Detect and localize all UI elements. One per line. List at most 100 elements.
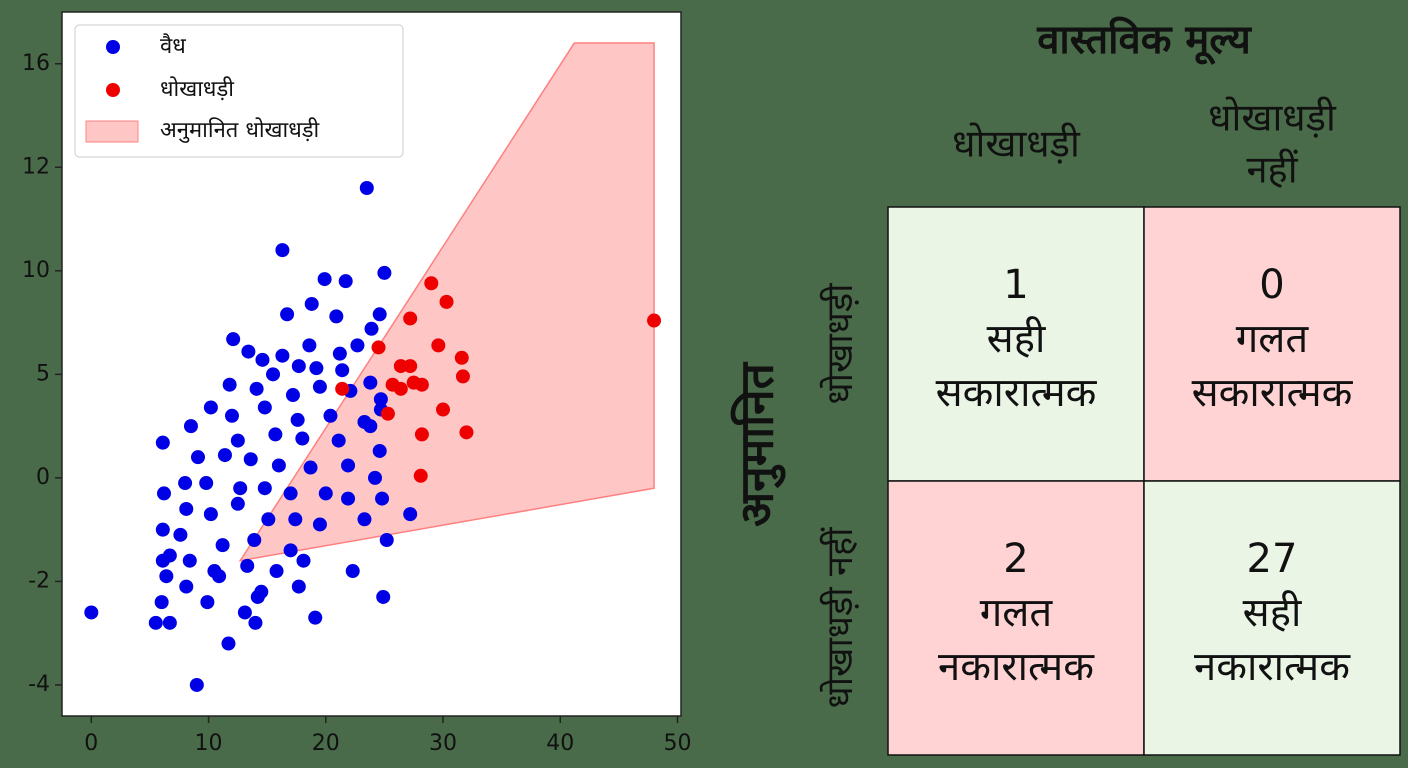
point: [335, 363, 350, 378]
legend-label: वैध: [160, 33, 186, 59]
point: [350, 338, 365, 353]
point: [156, 486, 171, 501]
point: [224, 408, 239, 423]
point: [230, 496, 245, 511]
column-header: नहीं: [1246, 148, 1298, 192]
point: [190, 450, 205, 465]
cell-label: सकारात्मक: [1192, 370, 1354, 416]
point: [189, 677, 204, 692]
point: [250, 589, 265, 604]
point: [230, 433, 245, 448]
point: [247, 533, 262, 547]
cell-count: 27: [1247, 536, 1298, 582]
point: [312, 379, 327, 394]
legend: वैध धोखाधड़ी अनुमानित धोखाधड़ी: [74, 24, 404, 158]
point: [266, 367, 281, 382]
point: [226, 332, 241, 347]
point: [241, 344, 256, 359]
point: [179, 579, 194, 594]
point: [309, 361, 324, 376]
point: [283, 543, 298, 558]
confusion-matrix: वास्तविक मूल्य धोखाधड़ी धोखाधड़ी नहीं अनुमान…: [730, 16, 1401, 756]
point: [215, 538, 230, 553]
point: [291, 579, 306, 594]
cell-label: सही: [1243, 590, 1302, 636]
point: [84, 605, 99, 620]
point: [414, 427, 429, 442]
point: [373, 392, 388, 407]
cell-count: 2: [1003, 536, 1028, 582]
point: [364, 321, 379, 336]
point: [155, 522, 170, 537]
point: [335, 381, 350, 396]
x-tick-label: 30: [429, 731, 457, 756]
point: [162, 548, 177, 563]
point: [357, 512, 372, 527]
y-tick-label: 0: [36, 465, 50, 490]
matrix-title: वास्तविक मूल्य: [1036, 16, 1252, 65]
point: [159, 569, 174, 584]
point: [178, 476, 193, 491]
point: [377, 265, 392, 280]
point: [312, 517, 327, 532]
point: [459, 425, 474, 440]
point: [403, 359, 418, 374]
point: [414, 377, 429, 392]
point: [296, 553, 311, 568]
point: [261, 512, 276, 527]
y-tick-label: -2: [28, 568, 50, 593]
point: [380, 406, 395, 421]
plot-marks: [84, 42, 662, 692]
point: [275, 243, 290, 258]
point: [268, 427, 283, 442]
point: [345, 564, 360, 579]
y-tick-label: 12: [22, 154, 50, 179]
point: [240, 558, 255, 573]
x-tick-label: 20: [312, 731, 340, 756]
point: [222, 377, 237, 392]
point: [359, 181, 374, 195]
point: [363, 375, 378, 390]
point: [237, 605, 252, 620]
point: [303, 460, 318, 475]
point: [331, 433, 346, 448]
x-tick-label: 40: [546, 731, 574, 756]
cell-label: गलत: [1236, 316, 1310, 362]
y-tick-label: 10: [22, 258, 50, 283]
point: [212, 569, 227, 584]
legend-box: [74, 24, 404, 158]
point: [271, 458, 286, 473]
point: [424, 276, 439, 291]
point: [221, 636, 236, 651]
point: [372, 307, 387, 322]
point: [323, 408, 338, 423]
point: [379, 533, 394, 547]
point: [269, 564, 284, 579]
point: [455, 369, 470, 384]
row-header: धोखाधड़ी नहीं: [819, 527, 861, 708]
cell-label: सही: [987, 316, 1046, 362]
point: [368, 470, 383, 485]
cell-label: नकारात्मक: [1194, 644, 1351, 690]
x-tick-label: 0: [84, 731, 98, 756]
point: [302, 338, 317, 353]
point: [341, 491, 356, 506]
cell-count: 0: [1259, 262, 1284, 308]
cell-count: 1: [1003, 262, 1028, 308]
point: [217, 448, 232, 463]
point: [413, 468, 428, 483]
point: [203, 400, 218, 415]
point: [257, 481, 272, 496]
x-tick-label: 10: [195, 731, 223, 756]
y-tick-label: 16: [22, 51, 50, 76]
point: [203, 507, 218, 522]
point: [304, 296, 319, 311]
point: [155, 435, 170, 450]
point: [393, 381, 408, 396]
point: [439, 294, 454, 309]
point: [436, 402, 451, 417]
point: [148, 615, 163, 630]
axes: 0 10 20 30 40 50 -4 -2 0 5 10 12 16: [22, 51, 691, 756]
